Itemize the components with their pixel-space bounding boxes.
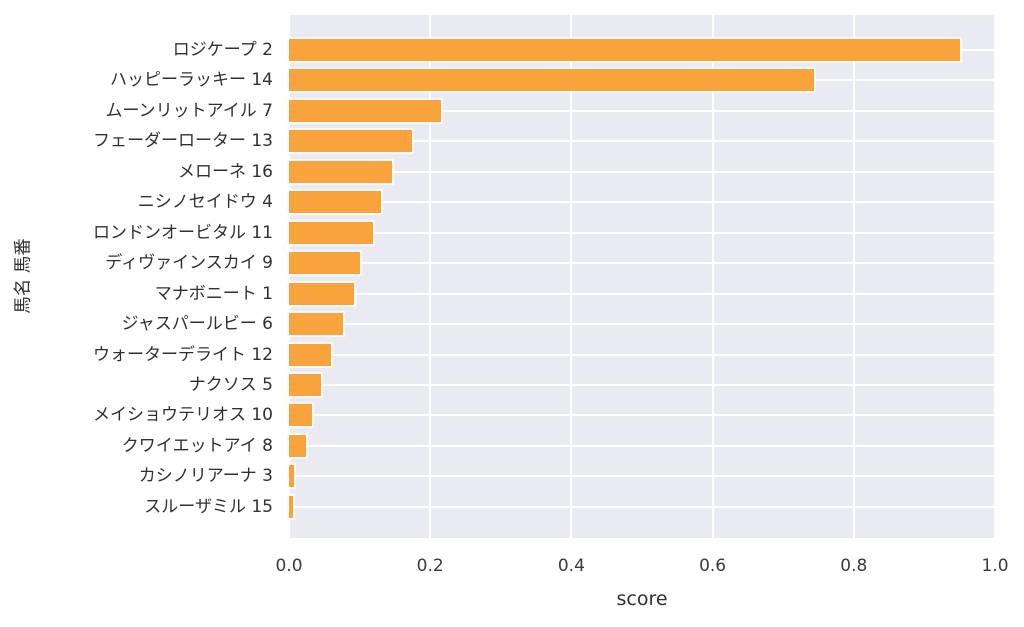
category-label: スルーザミル 15 <box>144 496 273 517</box>
bar <box>289 343 332 366</box>
gridline-vertical <box>570 15 573 538</box>
bar-row <box>289 187 995 217</box>
bar-row <box>289 492 995 522</box>
bar <box>289 221 373 244</box>
category-label: マナボニート 1 <box>154 283 273 304</box>
bar <box>289 130 412 153</box>
bar <box>289 434 306 457</box>
bar-row <box>289 96 995 126</box>
category-label: フェーダーローター 13 <box>92 131 273 152</box>
x-tick-label: 0.8 <box>840 556 868 576</box>
gridline-horizontal <box>289 140 995 143</box>
bar <box>289 495 294 518</box>
bar-row <box>289 370 995 400</box>
category-label: クワイエットアイ 8 <box>121 435 273 456</box>
bar <box>289 39 960 61</box>
bar-row <box>289 248 995 278</box>
bar-row <box>289 35 995 65</box>
gridline-horizontal <box>289 231 995 234</box>
bar <box>289 252 361 275</box>
category-label: ムーンリットアイル 7 <box>105 100 273 121</box>
x-tick-labels: 0.0 0.2 0.4 0.6 0.8 1.0 <box>275 556 1008 578</box>
bar <box>289 69 815 92</box>
bar-row <box>289 218 995 248</box>
bar <box>289 465 294 488</box>
bar <box>289 313 344 336</box>
bar-row <box>289 400 995 430</box>
plot-area <box>289 15 995 538</box>
category-label: ジャスパールビー 6 <box>121 314 273 335</box>
category-label: ロジケープ 2 <box>172 40 273 60</box>
x-tick-label: 0.4 <box>557 556 585 576</box>
bar-row <box>289 157 995 187</box>
gridline-vertical <box>289 15 290 538</box>
bar <box>289 191 381 214</box>
gridline-vertical <box>711 15 714 538</box>
gridline-vertical <box>429 15 432 538</box>
gridline-horizontal <box>289 292 995 295</box>
gridline-horizontal <box>289 262 995 265</box>
x-tick-label: 1.0 <box>981 556 1009 576</box>
bar-row <box>289 279 995 309</box>
gridline-horizontal <box>289 505 995 508</box>
category-label: ディヴァインスカイ 9 <box>105 253 273 274</box>
bar <box>289 282 354 305</box>
bar <box>289 99 442 122</box>
category-label: ウォーターデライト 12 <box>92 344 273 365</box>
bar-row <box>289 340 995 370</box>
category-label: カシノリアーナ 3 <box>138 466 273 487</box>
gridline-horizontal <box>289 353 995 356</box>
bar-row <box>289 461 995 491</box>
category-label: ロンドンオービタル 11 <box>92 222 273 243</box>
bar <box>289 160 393 183</box>
gridline-vertical <box>852 15 855 538</box>
bar-row <box>289 431 995 461</box>
gridline-horizontal <box>289 323 995 326</box>
category-label: ハッピーラッキー 14 <box>109 70 273 91</box>
bar-rows <box>289 15 995 538</box>
bar <box>289 404 313 427</box>
x-tick-label: 0.2 <box>416 556 444 576</box>
x-tick-label: 0.0 <box>275 556 303 576</box>
x-axis-title: score <box>616 588 668 610</box>
bar-row <box>289 65 995 95</box>
gridline-horizontal <box>289 475 995 478</box>
bar-row <box>289 126 995 156</box>
category-label: メイショウテリオス 10 <box>92 405 273 426</box>
gridline-horizontal <box>289 383 995 386</box>
gridline-vertical <box>994 15 995 538</box>
bar <box>289 373 322 396</box>
bar-row <box>289 309 995 339</box>
category-label: メローネ 16 <box>177 161 273 182</box>
gridline-horizontal <box>289 414 995 417</box>
y-tick-labels: ロジケープ 2 ハッピーラッキー 14 ムーンリットアイル 7 フェーダーローター 1… <box>0 15 281 538</box>
gridline-horizontal <box>289 444 995 447</box>
gridline-horizontal <box>289 201 995 204</box>
category-label: ナクソス 5 <box>188 374 273 395</box>
x-tick-label: 0.6 <box>699 556 727 576</box>
category-label: ニシノセイドウ 4 <box>137 192 273 213</box>
gridline-horizontal <box>289 109 995 112</box>
gridline-horizontal <box>289 170 995 173</box>
